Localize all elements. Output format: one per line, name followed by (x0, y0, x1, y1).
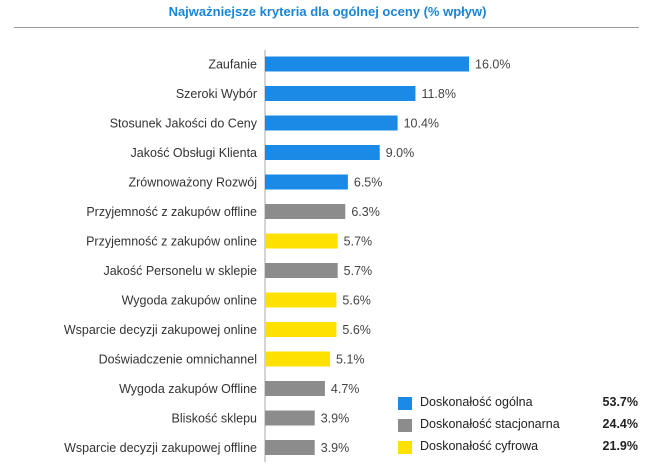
legend-swatch-stacjonarna (398, 419, 412, 432)
category-labels: Zaufanie Szeroki Wybór Stosunek Jakości do… (64, 58, 258, 456)
legend-item-cyfrowa: Doskonałość cyfrowa 21.9% (398, 438, 648, 460)
category-label: Bliskość sklepu (172, 412, 257, 426)
bar (265, 145, 380, 160)
legend-label: Doskonałość cyfrowa (420, 439, 539, 453)
bar (265, 204, 346, 219)
value-label: 16.0% (475, 58, 510, 72)
category-label: Wsparcie decyzji zakupowej online (64, 323, 257, 337)
legend-swatch-cyfrowa (398, 441, 412, 454)
bar (265, 381, 325, 396)
value-label: 3.9% (321, 412, 350, 426)
bar (265, 56, 469, 72)
category-label: Wygoda zakupów Offline (119, 382, 257, 396)
value-label: 6.3% (351, 205, 380, 219)
value-label: 4.7% (331, 382, 360, 396)
value-label: 5.6% (342, 323, 371, 337)
value-label: 3.9% (321, 441, 350, 455)
value-label: 11.8% (421, 87, 456, 101)
value-labels: 16.0% 11.8% 10.4% 9.0% 6.5% 6.3% 5.7% 5.7% 5.6% 5… (321, 58, 511, 456)
category-label: Przyjemność z zakupów offline (86, 205, 257, 219)
bar (265, 322, 337, 337)
bar (265, 440, 315, 455)
bar (265, 351, 331, 367)
legend-value: 24.4% (602, 417, 638, 431)
value-label: 9.0% (386, 146, 415, 160)
legend-swatch-ogolna (398, 397, 412, 410)
legend: Doskonałość ogólna 53.7% Doskonałość sta… (398, 394, 648, 460)
legend-label: Doskonałość ogólna (420, 395, 533, 409)
category-label: Szeroki Wybór (176, 87, 257, 101)
chart-title: Najważniejsze kryteria dla ogólnej oceny… (168, 4, 487, 19)
value-label: 6.5% (354, 176, 383, 190)
value-label: 10.4% (404, 117, 439, 131)
value-label: 5.6% (342, 294, 371, 308)
bar (265, 410, 315, 426)
bars (265, 56, 469, 455)
bar (265, 292, 337, 308)
category-label: Zaufanie (208, 58, 257, 72)
value-label: 5.7% (344, 264, 373, 278)
title-divider (14, 27, 639, 28)
category-label: Jakość Obsługi Klienta (131, 146, 258, 160)
category-label: Wsparcie decyzji zakupowej offline (64, 441, 257, 455)
bar (265, 263, 338, 278)
legend-value: 53.7% (602, 395, 638, 409)
category-label: Jakość Personelu w sklepie (103, 264, 257, 278)
legend-item-stacjonarna: Doskonałość stacjonarna 24.4% (398, 416, 648, 438)
category-label: Doświadczenie omnichannel (99, 353, 257, 367)
value-label: 5.7% (344, 235, 373, 249)
category-label: Wygoda zakupów online (122, 294, 257, 308)
bar (265, 233, 338, 249)
category-label: Przyjemność z zakupów online (86, 235, 257, 249)
legend-label: Doskonałość stacjonarna (420, 417, 560, 431)
bar (265, 115, 398, 131)
category-label: Zrównoważony Rozwój (128, 176, 257, 190)
value-label: 5.1% (336, 353, 365, 367)
bar (265, 174, 348, 190)
bar (265, 86, 416, 101)
legend-value: 21.9% (602, 439, 638, 453)
category-label: Stosunek Jakości do Ceny (110, 117, 258, 131)
legend-item-ogolna: Doskonałość ogólna 53.7% (398, 394, 648, 416)
